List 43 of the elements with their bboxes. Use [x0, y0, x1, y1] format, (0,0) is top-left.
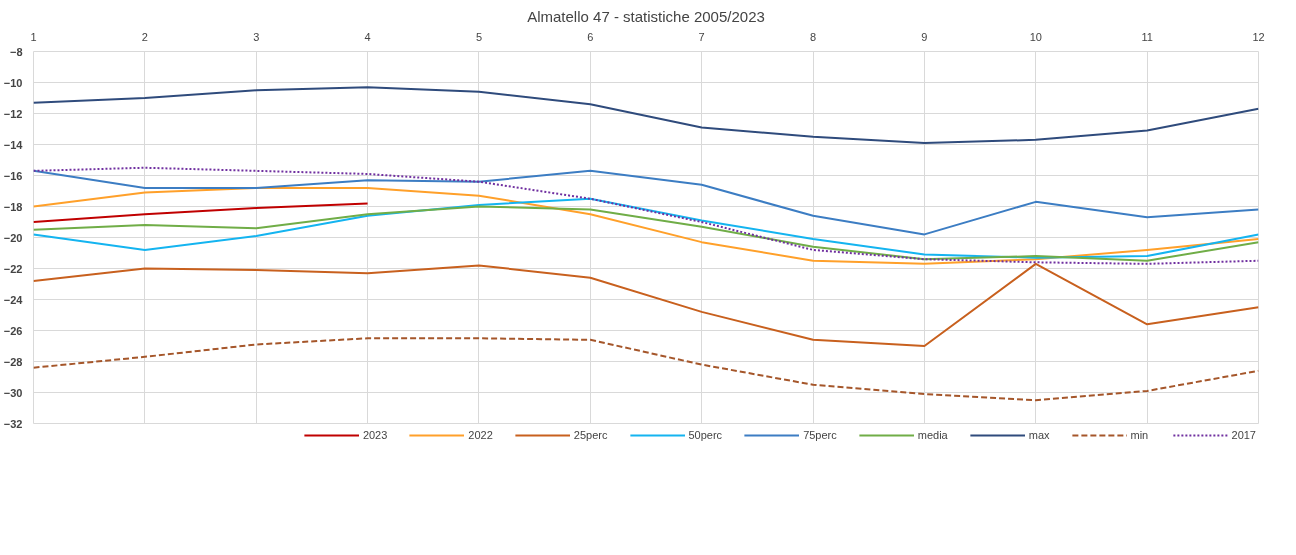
y-tick-label: −8	[9, 45, 23, 58]
legend-label: 2023	[362, 429, 388, 441]
x-tick-label: 7	[698, 30, 705, 43]
legend-label: media	[917, 429, 948, 441]
x-tick-label: 1	[30, 30, 37, 43]
y-tick-label: −14	[3, 138, 24, 151]
line-series	[33, 166, 1259, 265]
line-series	[33, 205, 1259, 262]
x-tick-label: 4	[364, 30, 371, 43]
x-tick-label: 9	[921, 30, 928, 43]
legend-label: 25perc	[573, 429, 608, 441]
y-tick-label: −20	[3, 231, 23, 244]
x-tick-label: 10	[1029, 30, 1042, 43]
x-tick-label: 8	[809, 30, 817, 43]
line-series	[33, 86, 1259, 144]
chart-title: Almatello 47 - statistiche 2005/2023	[527, 7, 765, 25]
y-tick-label: −26	[3, 324, 23, 337]
x-tick-label: 12	[1252, 30, 1265, 43]
x-tick-label: 2	[141, 30, 148, 43]
y-tick-label: −16	[3, 169, 23, 182]
y-tick-label: −22	[3, 262, 23, 275]
legend-label: 2022	[468, 429, 493, 441]
line-series	[33, 169, 1259, 236]
legend-label: min	[1130, 429, 1150, 441]
legend-label: 2017	[1231, 429, 1256, 441]
line-series	[33, 262, 1259, 347]
legend-label: max	[1028, 429, 1050, 441]
y-tick-label: −12	[3, 107, 23, 120]
y-tick-label: −28	[3, 355, 23, 368]
legend-label: 75perc	[803, 429, 837, 441]
y-tick-label: −32	[3, 417, 23, 430]
x-tick-label: 5	[475, 30, 483, 43]
y-tick-label: −24	[3, 293, 24, 306]
y-tick-label: −10	[3, 76, 23, 89]
x-tick-label: 11	[1141, 30, 1153, 43]
x-tick-label: 6	[587, 30, 594, 43]
legend-label: 50perc	[688, 429, 723, 441]
line-series	[33, 197, 1259, 259]
line-series	[33, 186, 1259, 265]
y-tick-label: −30	[3, 386, 23, 399]
y-tick-label: −18	[3, 200, 23, 213]
x-tick-label: 3	[253, 30, 260, 43]
line-series	[33, 202, 369, 223]
